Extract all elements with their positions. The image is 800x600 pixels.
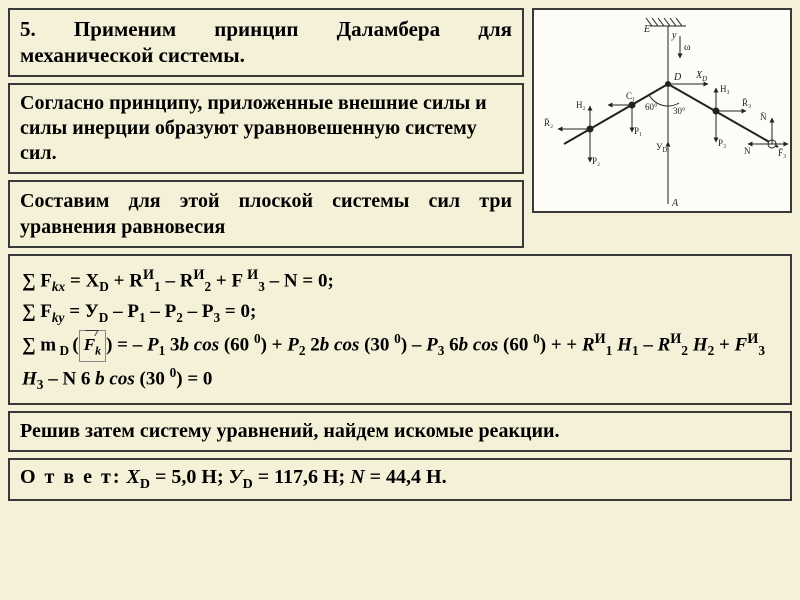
svg-text:D: D [673, 72, 682, 83]
step-title: 5. Применим принцип Даламбера для механи… [20, 16, 512, 69]
eq-sum-fx: ∑ Fkx = XD + RИ1 – RИ2 + F И3 – N = 0; [22, 264, 778, 297]
svg-text:УD: УD [656, 142, 667, 154]
svg-text:R̄₂: R̄₂ [544, 118, 553, 128]
svg-text:C₁: C₁ [626, 91, 635, 101]
svg-text:P₃: P₃ [718, 138, 726, 148]
svg-text:N: N [744, 146, 751, 156]
svg-text:H₃: H₃ [720, 84, 730, 94]
svg-text:R̄₃: R̄₃ [742, 98, 751, 108]
svg-text:у: у [671, 30, 677, 41]
svg-text:F̄₃: F̄₃ [778, 148, 786, 158]
answer-label: О т в е т: [20, 466, 122, 488]
eq-sum-fy: ∑ Fky = УD – P1 – P2 – P3 = 0; [22, 297, 778, 328]
answer-line: О т в е т: XD = 5,0 Н; УD = 117,6 Н; N =… [20, 466, 780, 493]
svg-text:H₂: H₂ [576, 100, 586, 110]
principle-text: Согласно принципу, приложенные внешние с… [20, 91, 512, 166]
svg-text:P₁: P₁ [634, 126, 642, 136]
free-body-diagram: E A у D ω XD 60° 3 [532, 8, 792, 213]
setup-text: Составим для этой плоской системы сил тр… [20, 188, 512, 240]
svg-text:30°: 30° [673, 106, 686, 116]
svg-text:XD: XD [695, 70, 707, 83]
svg-text:ω: ω [684, 42, 691, 53]
svg-text:E: E [643, 24, 650, 35]
svg-text:60°: 60° [645, 102, 658, 112]
solve-text: Решив затем систему уравнений, найдем ис… [20, 419, 780, 444]
svg-text:P₂: P₂ [592, 156, 600, 166]
eq-sum-moments: ∑ m D (Fk) = – P1 3b cos (60 0) + P2 2b … [22, 328, 778, 395]
svg-text:N̄: N̄ [760, 112, 767, 122]
equilibrium-equations: ∑ Fkx = XD + RИ1 – RИ2 + F И3 – N = 0; ∑… [8, 254, 792, 406]
svg-text:A: A [671, 198, 679, 209]
